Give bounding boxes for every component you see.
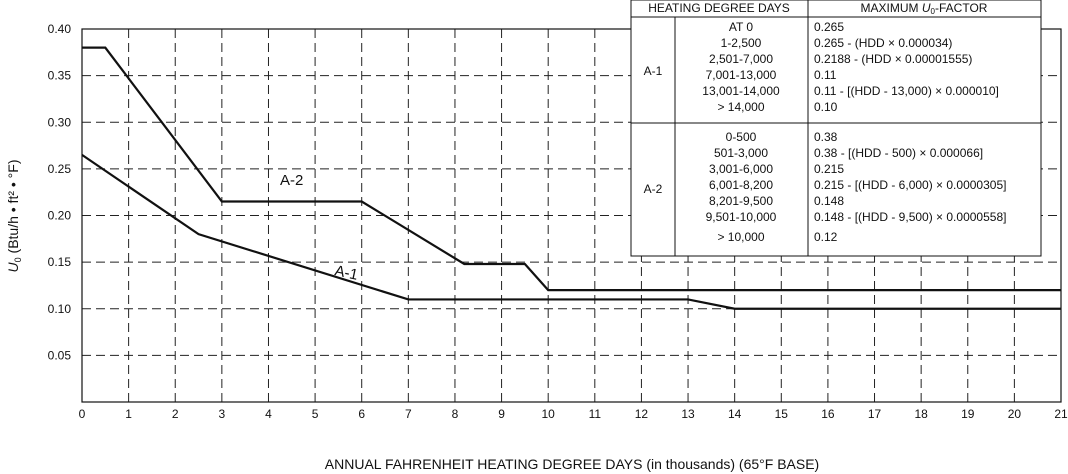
- x-tick-label: 19: [961, 407, 975, 421]
- table-cell: 0.2188 - (HDD × 0.00001555): [814, 52, 972, 66]
- table-cell: AT 0: [729, 20, 754, 34]
- x-tick-label: 3: [219, 407, 226, 421]
- table-group-a1-hdd: AT 0 1-2,500 2,501-7,000 7,001-13,000 13…: [702, 20, 780, 114]
- table-cell: 0.148: [814, 194, 844, 208]
- x-tick-label: 18: [914, 407, 928, 421]
- x-tick-labels: 0 1 2 3 4 5 6 7 8 9 10 11 12 13 14 15 16 17 18 19 20 21: [79, 407, 1068, 421]
- x-tick-label: 7: [405, 407, 412, 421]
- y-tick-label: 0.30: [48, 115, 72, 129]
- series-line-a-2: [82, 46, 1061, 292]
- table-cell: 1-2,500: [721, 36, 762, 50]
- curve-labels: A-2 A-1: [280, 172, 360, 284]
- x-tick-label: 14: [728, 407, 742, 421]
- x-tick-label: 12: [635, 407, 649, 421]
- x-tick-label: 17: [868, 407, 882, 421]
- table-cell: 0-500: [726, 130, 757, 144]
- x-tick-label: 10: [542, 407, 556, 421]
- x-tick-label: 15: [775, 407, 789, 421]
- table-cell: 0.265 - (HDD × 0.000034): [814, 36, 952, 50]
- table-group-a2-factor: 0.38 0.38 - [(HDD - 500) × 0.000066] 0.2…: [814, 130, 1006, 244]
- table-cell: 0.38: [814, 130, 838, 144]
- y-axis-title-units: (Btu/h • ft² • °F): [5, 160, 21, 258]
- x-tick-label: 0: [79, 407, 86, 421]
- table-cell: 2,501-7,000: [709, 52, 773, 66]
- x-axis-title: ANNUAL FAHRENHEIT HEATING DEGREE DAYS (i…: [325, 456, 819, 472]
- table-cell: 501-3,000: [714, 146, 768, 160]
- y-axis-title-u: U: [5, 262, 21, 273]
- x-tick-label: 21: [1054, 407, 1068, 421]
- table-cell: 0.215: [814, 162, 844, 176]
- table-cell: 0.12: [814, 230, 838, 244]
- x-tick-label: 16: [821, 407, 835, 421]
- table-header-hdd: HEATING DEGREE DAYS: [648, 1, 790, 15]
- y-tick-label: 0.20: [48, 209, 72, 223]
- table-cell: 0.10: [814, 100, 838, 114]
- table-cell: 3,001-6,000: [709, 162, 773, 176]
- table-group-a1-factor: 0.265 0.265 - (HDD × 0.000034) 0.2188 - …: [814, 20, 999, 114]
- x-tick-label: 1: [125, 407, 132, 421]
- y-tick-labels: 0.05 0.10 0.15 0.20 0.25 0.30 0.35 0.40: [48, 22, 72, 362]
- table-group-a2-hdd: 0-500 501-3,000 3,001-6,000 6,001-8,200 …: [706, 130, 777, 244]
- y-tick-label: 0.40: [48, 22, 72, 36]
- table-cell: > 14,000: [717, 100, 764, 114]
- x-tick-label: 20: [1008, 407, 1022, 421]
- y-tick-label: 0.05: [48, 348, 72, 362]
- u-factor-table: HEATING DEGREE DAYS MAXIMUM U0-FACTOR A-…: [630, 0, 1042, 257]
- table-cell: 0.215 - [(HDD - 6,000) × 0.0000305]: [814, 178, 1006, 192]
- x-tick-label: 8: [452, 407, 459, 421]
- table-group-name-a2: A-2: [644, 182, 663, 196]
- x-tick-label: 4: [265, 407, 272, 421]
- table-cell: 8,201-9,500: [709, 194, 773, 208]
- x-tick-label: 9: [498, 407, 505, 421]
- curve-label-a2: A-2: [280, 172, 303, 189]
- plot-frame: [81, 28, 1062, 403]
- table-cell: 9,501-10,000: [706, 210, 777, 224]
- y-tick-label: 0.25: [48, 162, 72, 176]
- table-cell: 0.11: [814, 68, 837, 82]
- x-tick-label: 13: [681, 407, 695, 421]
- x-tick-label: 2: [172, 407, 179, 421]
- table-cell: 0.11 - [(HDD - 13,000) × 0.000010]: [814, 84, 999, 98]
- table-cell: 0.148 - [(HDD - 9,500) × 0.0000558]: [814, 210, 1006, 224]
- x-tick-label: 5: [312, 407, 319, 421]
- series-lines: [81, 46, 1061, 310]
- curve-label-a1: A-1: [333, 262, 359, 283]
- y-axis-title-sub: 0: [13, 257, 23, 262]
- series-line-a-1: [81, 153, 1061, 310]
- table-cell: 13,001-14,000: [702, 84, 780, 98]
- table-group-name-a1: A-1: [644, 64, 663, 78]
- table-border: [630, 0, 1042, 257]
- y-tick-label: 0.10: [48, 302, 72, 316]
- x-tick-label: 6: [358, 407, 365, 421]
- table-cell: 6,001-8,200: [709, 178, 773, 192]
- x-tick-label: 11: [589, 407, 602, 421]
- table-cell: 0.38 - [(HDD - 500) × 0.000066]: [814, 146, 983, 160]
- table-cell: 0.265: [814, 20, 844, 34]
- y-axis-title: U0 (Btu/h • ft² • °F): [5, 160, 23, 273]
- y-tick-label: 0.35: [48, 69, 72, 83]
- y-tick-label: 0.15: [48, 255, 72, 269]
- table-header-factor: MAXIMUM U0-FACTOR: [861, 1, 988, 16]
- plot-border: [81, 28, 1062, 403]
- table-cell: 7,001-13,000: [706, 68, 777, 82]
- table-cell: > 10,000: [717, 230, 764, 244]
